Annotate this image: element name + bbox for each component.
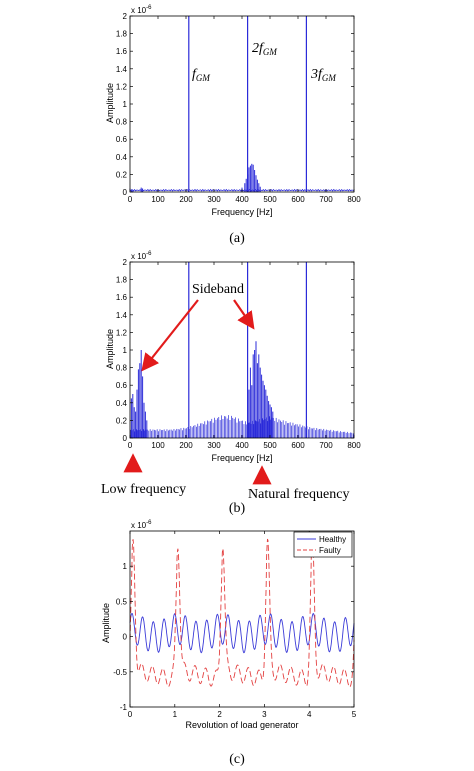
panel-a-x-tick-label: 500 <box>263 195 277 204</box>
panel-a-chart: 0 100 200 300 400 500 600 700 800 0 0.2 0.4 0.6 0.8 1 1… <box>105 5 361 246</box>
panel-b-y-exponent-power: -6 <box>146 251 152 257</box>
panel-a-y-tick-label: 1.8 <box>116 30 128 39</box>
panel-a-y-tick-label: 0.8 <box>116 118 128 127</box>
panel-a-2fgm-label: 2fGM <box>252 41 277 57</box>
panel-a-x-tick-label: 700 <box>319 195 333 204</box>
panel-a-y-tick-label: 0.2 <box>116 170 128 179</box>
panel-a-plot-area <box>129 16 355 192</box>
panel-c-x-tick-label: 5 <box>352 710 357 719</box>
panel-a-caption: (a) <box>229 231 245 246</box>
panel-a-y-tick-label: 1.4 <box>116 65 128 74</box>
legend-box <box>293 531 353 558</box>
panel-a-y-exponent-power: -6 <box>146 5 152 11</box>
panel-c-y-tick-label: -0.5 <box>113 668 127 677</box>
panel-a-y-label: Amplitude <box>105 83 115 123</box>
panel-b-x-tick-label: 200 <box>179 441 193 450</box>
panel-a-y-tick-label: 1.6 <box>116 47 128 56</box>
panel-c-x-tick-label: 4 <box>307 710 312 719</box>
panel-c-x-tick-label: 0 <box>128 710 133 719</box>
panel-b-x-tick-label: 0 <box>128 441 133 450</box>
panel-b-x-tick-label: 500 <box>263 441 277 450</box>
legend-healthy-label: Healthy <box>319 535 346 544</box>
panel-a-x-tick-label: 200 <box>179 195 193 204</box>
panel-c-x-tick-label: 1 <box>173 710 178 719</box>
panel-c-y-exponent: x 10-6 <box>131 520 152 530</box>
panel-b-x-tick-label: 600 <box>291 441 305 450</box>
panel-a-x-tick-label: 0 <box>128 195 133 204</box>
low-frequency-annotation: Low frequency <box>101 482 186 497</box>
panel-b-y-tick-label: 1 <box>123 346 128 355</box>
panel-a-y-tick-label: 1 <box>123 100 128 109</box>
panel-a-axes: 0 100 200 300 400 500 600 700 800 0 0.2 0.4 0.6 0.8 1 1… <box>116 12 361 204</box>
panel-b-plot-area <box>130 262 354 438</box>
panel-c-y-label: Amplitude <box>101 603 111 643</box>
panel-b-x-label: Frequency [Hz] <box>211 453 272 463</box>
panel-c-y-tick-label: -1 <box>120 703 128 712</box>
panel-a-y-tick-label: 0.4 <box>116 153 128 162</box>
sideband-annotation: Sideband <box>192 282 244 297</box>
natural-frequency-annotation: Natural frequency <box>248 487 349 502</box>
panel-a-x-tick-label: 800 <box>347 195 361 204</box>
panel-c-y-tick-label: 0.5 <box>116 597 128 606</box>
panel-a-y-tick-label: 2 <box>123 12 128 21</box>
healthy-series-line <box>129 612 355 654</box>
panel-b-chart: 0 100 200 300 400 500 600 700 800 0 0.2 0.4 0.6 0.8 1 1… <box>101 251 361 516</box>
panel-a-frame <box>129 15 355 193</box>
panel-c-y-exponent-power: -6 <box>146 520 152 526</box>
panel-b-y-tick-label: 1.4 <box>116 311 128 320</box>
panel-a-fgm-label: fGM <box>192 67 210 83</box>
panel-a-y-tick-label: 0.6 <box>116 135 128 144</box>
panel-b-x-tick-label: 700 <box>319 441 333 450</box>
panel-b-y-tick-label: 0.8 <box>116 364 128 373</box>
panel-a-3fgm-label: 3fGM <box>310 67 336 83</box>
panel-c-caption: (c) <box>229 752 245 767</box>
panel-b-y-tick-label: 2 <box>123 258 128 267</box>
panel-b-y-tick-label: 0.6 <box>116 381 128 390</box>
panel-b-y-tick-label: 1.8 <box>116 276 128 285</box>
legend-faulty-label: Faulty <box>319 546 341 555</box>
panel-c-y-tick-label: 1 <box>123 562 128 571</box>
panel-c-y-tick-label: 0 <box>123 633 128 642</box>
panel-c-legend: Healthy Faulty <box>293 531 353 558</box>
panel-a-x-tick-label: 100 <box>151 195 165 204</box>
panel-b-y-tick-label: 0.4 <box>116 399 128 408</box>
panel-b-x-tick-label: 300 <box>207 441 221 450</box>
sideband-arrow-right <box>233 299 255 330</box>
panel-a-y-exponent: x 10-6 <box>131 5 152 15</box>
panel-c-x-label: Revolution of load generator <box>185 720 298 730</box>
panel-b-axes: 0 100 200 300 400 500 600 700 800 0 0.2 0.4 0.6 0.8 1 1… <box>116 258 361 450</box>
panel-a-y-tick-label: 0 <box>123 188 128 197</box>
panel-b-y-exponent: x 10-6 <box>131 251 152 261</box>
panel-c-x-tick-label: 2 <box>217 710 222 719</box>
faulty-series-line <box>129 533 355 688</box>
panel-c-chart: 0 1 2 3 4 5 -1 -0.5 0 0.5 1 x 10-6 Revolution of l… <box>101 520 357 767</box>
panel-a-x-tick-label: 600 <box>291 195 305 204</box>
panel-b-y-label: Amplitude <box>105 329 115 369</box>
panel-b-x-tick-label: 400 <box>235 441 249 450</box>
panel-a-x-tick-label: 400 <box>235 195 249 204</box>
panel-c-x-tick-label: 3 <box>262 710 267 719</box>
panel-b-y-tick-label: 1.2 <box>116 328 128 337</box>
panel-b-x-tick-label: 800 <box>347 441 361 450</box>
sideband-arrow-left <box>141 299 199 372</box>
panel-b-y-tick-label: 0.2 <box>116 416 128 425</box>
panel-b-y-tick-label: 0 <box>123 434 128 443</box>
panel-b-x-tick-label: 100 <box>151 441 165 450</box>
panel-c-plot-area <box>129 533 355 688</box>
panel-b-y-tick-label: 1.6 <box>116 293 128 302</box>
panel-b-caption: (b) <box>229 501 246 516</box>
panel-c-axes: 0 1 2 3 4 5 -1 -0.5 0 0.5 1 <box>113 530 357 719</box>
panel-a-x-tick-label: 300 <box>207 195 221 204</box>
panel-a-x-label: Frequency [Hz] <box>211 207 272 217</box>
panel-a-y-tick-label: 1.2 <box>116 82 128 91</box>
panel-c-frame <box>129 530 355 708</box>
